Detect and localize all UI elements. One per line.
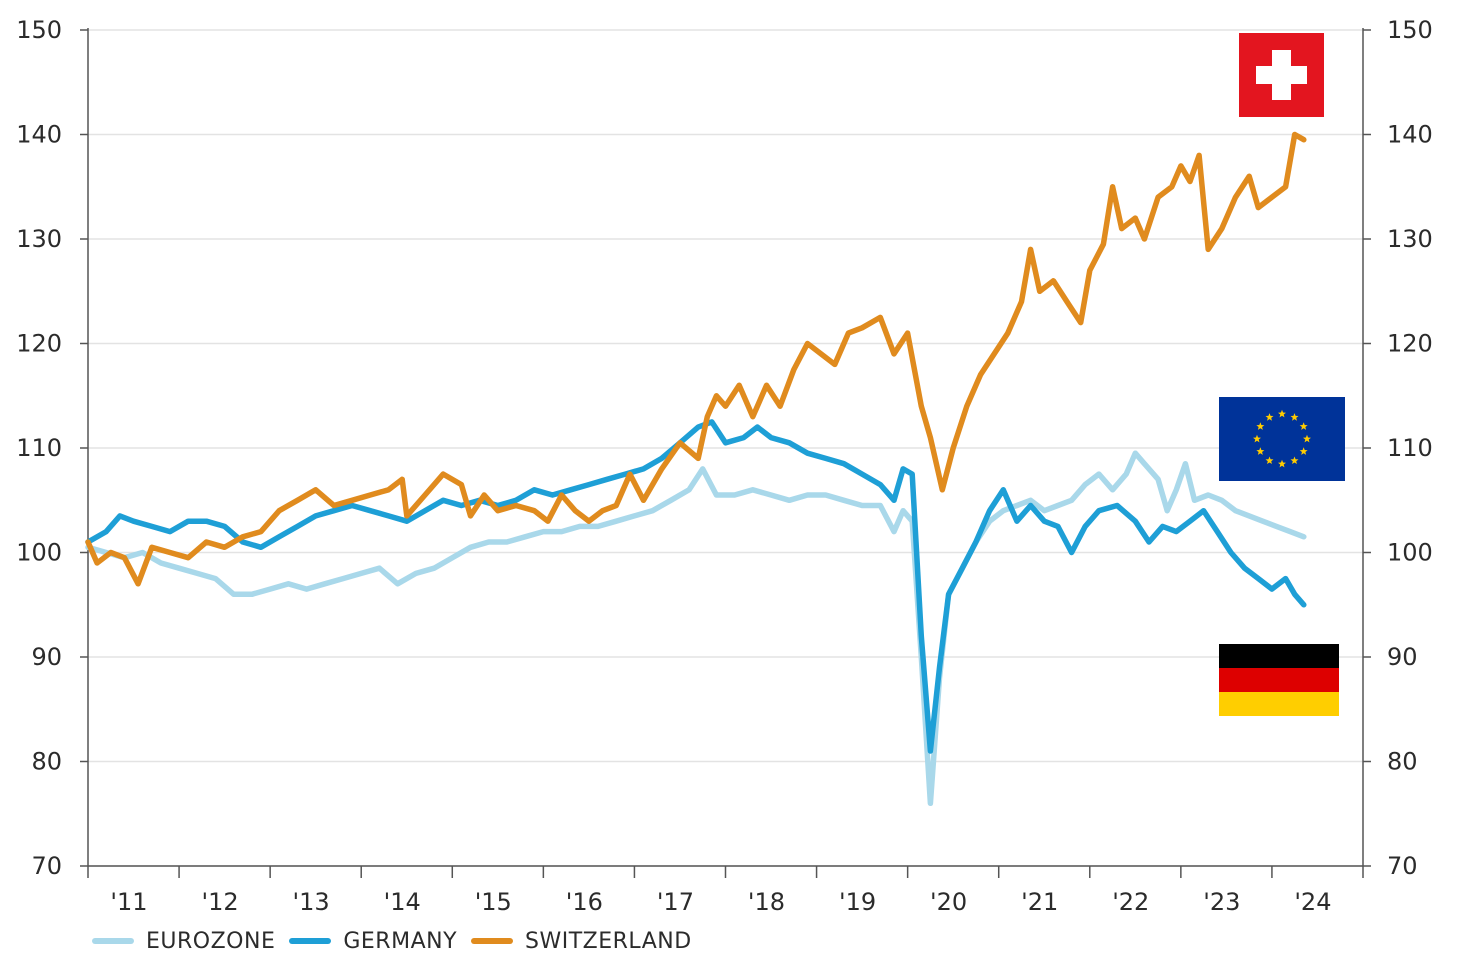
y-tick-label-left: 100: [16, 539, 62, 567]
eu-star-icon: [1290, 413, 1299, 421]
eu-star-icon: [1256, 422, 1265, 430]
y-tick-label-right: 110: [1387, 434, 1433, 462]
eu-star-icon: [1290, 456, 1299, 465]
y-tick-label-right: 140: [1387, 121, 1433, 149]
legend-swatch-switzerland: [471, 938, 514, 944]
y-tick-label-right: 150: [1387, 16, 1433, 44]
x-tick-label: '21: [1021, 888, 1058, 916]
legend-swatch-germany: [289, 938, 332, 944]
y-tick-label-left: 90: [31, 643, 62, 671]
series-line-germany: [85, 419, 1307, 754]
eu-star-icon: [1303, 434, 1311, 443]
eu-star-icon: [1278, 459, 1286, 468]
eu-star-icon: [1253, 434, 1261, 443]
eu-flag-icon: [1219, 397, 1345, 481]
y-tick-label-right: 80: [1387, 748, 1418, 776]
x-tick-label: '17: [657, 888, 694, 916]
legend-item-eurozone: EUROZONE: [92, 929, 275, 954]
y-tick-label-right: 100: [1387, 539, 1433, 567]
eu-star-icon: [1278, 409, 1286, 418]
x-tick-label: '13: [293, 888, 330, 916]
y-tick-label-left: 150: [16, 16, 62, 44]
series-line-switzerland: [85, 131, 1307, 587]
legend-swatch-eurozone: [92, 938, 134, 944]
y-tick-label-left: 130: [16, 225, 62, 253]
y-tick-label-left: 70: [31, 852, 62, 880]
german-flag-icon: [1219, 644, 1339, 716]
y-tick-label-left: 110: [16, 434, 62, 462]
y-tick-label-right: 70: [1387, 852, 1418, 880]
legend-item-switzerland: SWITZERLAND: [471, 929, 692, 954]
chart-legend: EUROZONE GERMANY SWITZERLAND: [92, 924, 692, 958]
eu-star-icon: [1256, 447, 1265, 455]
eu-star-icon: [1299, 422, 1308, 430]
x-tick-label: '19: [839, 888, 876, 916]
x-tick-label: '11: [110, 888, 147, 916]
legend-label-eurozone: EUROZONE: [146, 928, 276, 954]
legend-label-switzerland: SWITZERLAND: [525, 928, 692, 954]
eu-star-icon: [1265, 413, 1274, 421]
x-tick-label: '12: [201, 888, 238, 916]
y-tick-label-left: 80: [31, 748, 62, 776]
legend-item-germany: GERMANY: [289, 929, 457, 954]
y-tick-label-right: 120: [1387, 330, 1433, 358]
y-tick-label-right: 90: [1387, 643, 1418, 671]
eu-star-icon: [1265, 456, 1274, 465]
x-tick-label: '22: [1112, 888, 1149, 916]
x-tick-label: '15: [475, 888, 512, 916]
x-tick-label: '14: [384, 888, 421, 916]
eu-star-icon: [1299, 447, 1308, 455]
y-tick-label-left: 140: [16, 121, 62, 149]
x-tick-label: '16: [566, 888, 603, 916]
x-tick-label: '20: [930, 888, 967, 916]
x-tick-label: '23: [1203, 888, 1240, 916]
legend-label-germany: GERMANY: [343, 928, 458, 954]
series-line-eurozone: [85, 450, 1307, 807]
y-tick-label-right: 130: [1387, 225, 1433, 253]
x-tick-label: '24: [1294, 888, 1331, 916]
y-tick-label-left: 120: [16, 330, 62, 358]
x-tick-label: '18: [748, 888, 785, 916]
swiss-flag-icon: [1239, 33, 1324, 117]
